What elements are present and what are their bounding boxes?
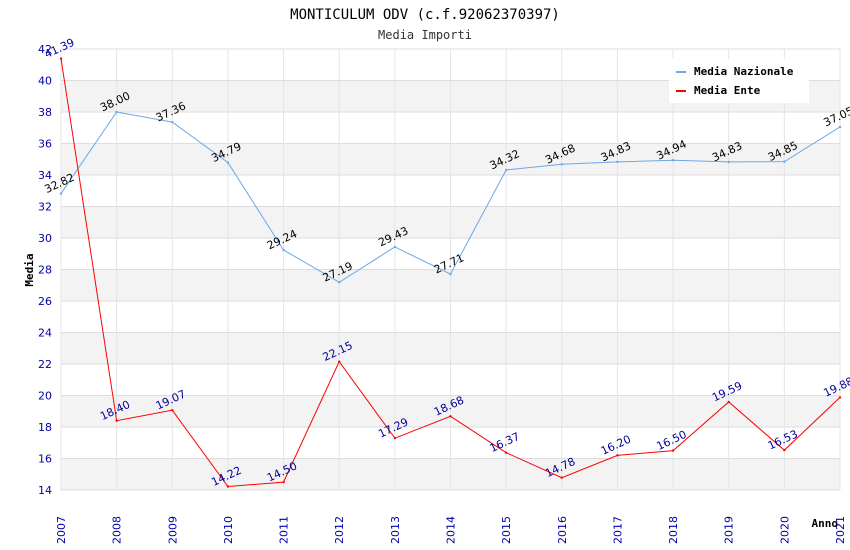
y-tick-label: 28	[38, 264, 52, 277]
x-tick-label: 2020	[778, 516, 791, 544]
data-point	[560, 163, 563, 166]
x-axis-label: Anno	[812, 517, 839, 530]
data-point	[616, 454, 619, 457]
data-point	[226, 161, 230, 164]
data-point	[727, 160, 730, 164]
y-tick-label: 14	[38, 484, 52, 497]
x-axis-ticks: 2007 2008 2009 2010 2011 2012 2013 2014 2015 2016…	[55, 516, 847, 544]
x-tick-label: 2019	[723, 516, 736, 544]
data-point	[504, 451, 508, 454]
data-point	[115, 419, 118, 422]
y-tick-label: 34	[38, 169, 52, 182]
data-point	[338, 281, 341, 284]
data-point	[59, 57, 63, 60]
x-tick-label: 2008	[111, 516, 124, 544]
data-point	[115, 110, 118, 114]
data-point	[727, 400, 730, 404]
y-tick-label: 20	[38, 390, 52, 403]
data-point	[504, 168, 508, 172]
data-point	[449, 272, 452, 276]
y-tick-label: 38	[38, 106, 52, 119]
data-point	[616, 160, 619, 164]
y-axis-label: Media	[23, 253, 36, 286]
legend-label-ente: Media Ente	[694, 84, 761, 97]
data-point	[338, 360, 341, 363]
data-label: 16.50	[655, 428, 689, 453]
x-tick-label: 2015	[500, 516, 513, 544]
y-tick-label: 32	[38, 201, 52, 214]
y-tick-label: 36	[38, 138, 52, 151]
x-tick-label: 2013	[389, 516, 402, 544]
data-point	[560, 476, 563, 479]
data-point	[282, 248, 285, 252]
data-point	[59, 192, 63, 195]
y-tick-label: 42	[38, 43, 52, 56]
data-point	[393, 245, 397, 249]
data-label: 41.39	[42, 36, 76, 61]
x-tick-label: 2016	[556, 516, 569, 544]
chart-subtitle: Media Importi	[378, 28, 472, 42]
legend: Media Nazionale Media Ente	[669, 59, 809, 103]
x-tick-label: 2007	[55, 516, 68, 544]
data-point	[282, 480, 285, 484]
data-point	[671, 158, 675, 162]
y-tick-label: 16	[38, 453, 52, 466]
data-point	[393, 436, 397, 440]
data-point	[171, 408, 174, 412]
x-tick-label: 2011	[278, 516, 291, 544]
data-point	[783, 448, 786, 452]
legend-label-nazionale: Media Nazionale	[694, 65, 794, 78]
legend-box	[669, 59, 809, 103]
data-point	[171, 120, 174, 124]
y-tick-label: 22	[38, 358, 52, 371]
data-point	[783, 160, 786, 163]
y-tick-label: 18	[38, 421, 52, 434]
data-point	[449, 415, 452, 418]
data-point	[838, 125, 842, 129]
x-tick-label: 2021	[834, 516, 847, 544]
data-point	[226, 485, 230, 488]
data-point	[671, 449, 675, 452]
x-tick-label: 2012	[333, 516, 346, 544]
y-tick-label: 24	[38, 327, 52, 340]
data-point	[838, 396, 842, 399]
x-tick-label: 2014	[445, 516, 458, 544]
y-axis-ticks: 14 16 18 20 22 24 26 28 30 32 34 36 38 40 42	[38, 43, 52, 497]
y-tick-label: 30	[38, 232, 52, 245]
y-tick-label: 40	[38, 75, 52, 88]
x-tick-label: 2009	[166, 516, 179, 544]
y-tick-label: 26	[38, 295, 52, 308]
x-tick-label: 2017	[611, 516, 624, 544]
data-label: 16.20	[599, 433, 633, 458]
x-tick-label: 2018	[667, 516, 680, 544]
x-tick-label: 2010	[222, 516, 235, 544]
chart-title: MONTICULUM ODV (c.f.92062370397)	[290, 7, 560, 23]
